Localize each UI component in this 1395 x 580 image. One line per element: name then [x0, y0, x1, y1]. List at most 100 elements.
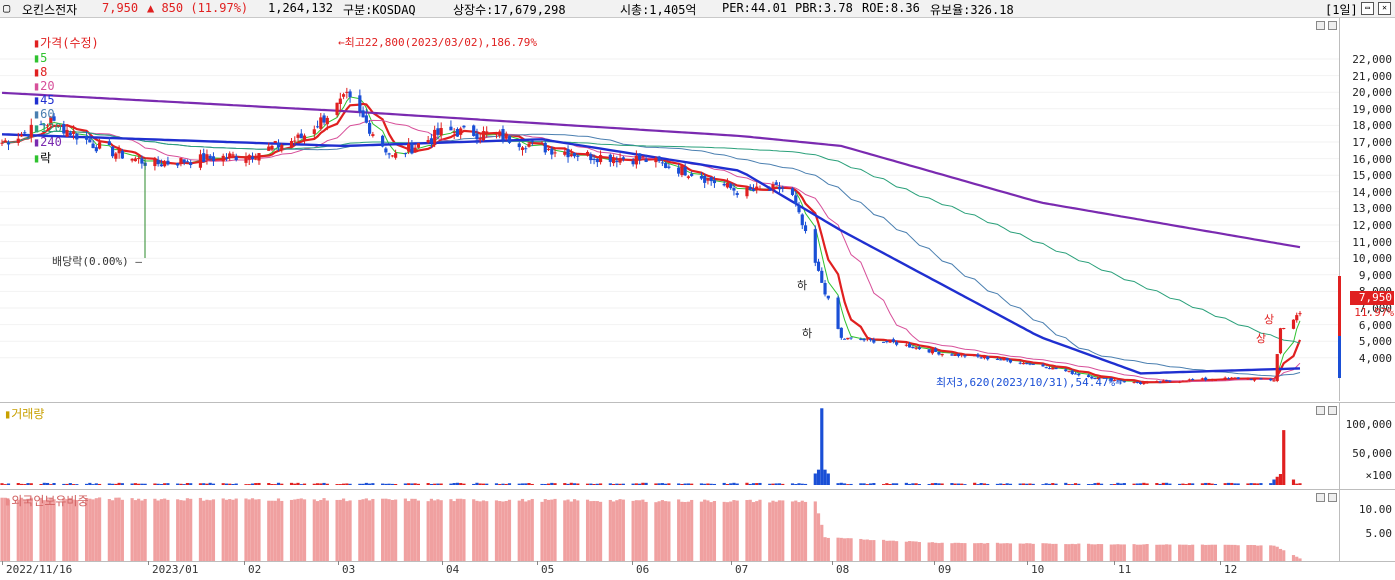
foreign-ownership-bar — [1044, 543, 1048, 561]
candle-body — [550, 148, 554, 155]
candle-body — [1018, 362, 1022, 364]
foreign-ownership-bar — [494, 500, 499, 561]
candle-body — [1291, 319, 1296, 329]
candle-body — [494, 133, 499, 135]
volume-bar — [960, 483, 964, 485]
foreign-ownership-bar — [550, 499, 554, 561]
foreign-ownership-bar — [1184, 544, 1188, 561]
candle-body — [748, 186, 752, 190]
ma45-line — [1, 133, 1301, 375]
candle-body — [904, 344, 908, 346]
volume-bar — [234, 483, 238, 485]
volume-bar — [507, 483, 512, 485]
foreign-ownership-bar — [1272, 545, 1276, 561]
volume-bar — [524, 483, 528, 485]
candle-body — [1252, 378, 1257, 381]
foreign-legend-marker: ▮ — [4, 494, 12, 508]
volume-bar — [166, 483, 170, 485]
candle-body — [1168, 380, 1172, 382]
volume-chart-canvas — [0, 408, 1302, 485]
foreign-ownership-bar — [872, 540, 876, 561]
limit-down-marker-2: 하 — [802, 327, 813, 340]
volume-bar — [755, 483, 759, 485]
volume-bar — [1256, 483, 1260, 485]
candle-body — [98, 142, 102, 149]
candle-body — [16, 138, 20, 143]
foreign-ownership-bar — [1259, 545, 1263, 561]
price-change: ▲ 850 (11.97%) — [147, 1, 249, 15]
volume-bar — [999, 483, 1003, 485]
volume-bar — [982, 483, 987, 485]
close-icon[interactable]: ✕ — [1378, 2, 1391, 15]
date-label: 09 — [938, 563, 952, 576]
candle-body — [527, 143, 531, 147]
foreign-ownership-bar — [699, 501, 704, 561]
volume-chart-pane[interactable]: ▮거래량 — [0, 402, 1339, 489]
restore-icon[interactable]: ▭ — [1361, 2, 1374, 15]
candle-body — [1178, 381, 1182, 383]
foreign-ownership-bar — [107, 499, 111, 561]
foreign-ownership-bar — [1278, 548, 1283, 561]
foreign-ownership-bar — [1269, 545, 1273, 561]
foreign-ownership-bar — [615, 500, 619, 561]
candle-body — [1021, 362, 1026, 365]
foreign-ownership-bar — [84, 498, 89, 561]
volume-bar — [1112, 484, 1117, 485]
foreign-label: 외국인보유비중 — [11, 494, 89, 508]
volume-bar — [904, 482, 908, 485]
price-axis-tick: 10,000 — [1352, 252, 1392, 266]
volume-bar — [1204, 482, 1208, 485]
volume-bar — [436, 483, 440, 485]
candle-body — [198, 154, 203, 168]
foreign-pane-close-icon[interactable] — [1328, 493, 1337, 502]
candle-body — [794, 195, 798, 204]
candle-body — [449, 126, 453, 131]
period-selector[interactable]: [1일] — [1325, 3, 1358, 17]
candle-body — [677, 167, 681, 174]
foreign-ownership-bar — [973, 543, 977, 561]
stock-name[interactable]: 오킨스전자 — [22, 3, 78, 17]
foreign-ownership-bar — [543, 499, 547, 561]
foreign-ownership-bar — [686, 501, 690, 561]
current-price: 7,950 — [102, 1, 139, 15]
foreign-ownership-bar — [1191, 544, 1195, 561]
volume-bar — [153, 483, 157, 485]
foreign-ownership-bar — [530, 498, 534, 561]
foreign-ownership-pane[interactable]: ▮외국인보유비중 — [0, 489, 1339, 562]
price-chart-pane[interactable]: ▮가격(수정) ▮5 ▮8 ▮20 ▮45 ▮60 ▮120 ▮240 ▮락 ←… — [0, 18, 1339, 401]
volume-bar — [1086, 484, 1091, 485]
price-axis-tick: 11,000 — [1352, 235, 1392, 249]
volume-pane-close-icon[interactable] — [1328, 406, 1337, 415]
candle-body — [459, 128, 463, 135]
volume-bar — [956, 483, 961, 485]
volume-bar — [725, 483, 730, 485]
candle-body — [130, 158, 134, 161]
pane-minimize-icon[interactable] — [1316, 21, 1325, 30]
volume-bar — [368, 483, 372, 485]
ma20-line — [1, 119, 1301, 382]
foreign-pane-minimize-icon[interactable] — [1316, 493, 1325, 502]
volume-bar — [1213, 483, 1218, 485]
candle-body — [908, 343, 912, 348]
candle-body — [530, 140, 534, 142]
pane-close-icon[interactable] — [1328, 21, 1337, 30]
foreign-ownership-bar — [1298, 558, 1302, 561]
candle-body — [1165, 380, 1169, 382]
candle-body — [293, 140, 297, 142]
candle-body — [846, 337, 850, 340]
volume-bar — [322, 482, 326, 485]
foreign-ownership-bar — [455, 498, 460, 561]
volume-pane-minimize-icon[interactable] — [1316, 406, 1325, 415]
foreign-ownership-bar — [1090, 544, 1094, 561]
volume-bar — [1168, 483, 1172, 485]
dividend-annotation-text: 배당락(0.00%) — [52, 255, 129, 268]
legend-ex-marker: ▮ — [32, 151, 41, 165]
candle-body — [634, 155, 638, 165]
volume-bar — [657, 483, 661, 485]
volume-bar — [976, 484, 980, 485]
candle-body — [1226, 378, 1231, 380]
foreign-ownership-bar — [1187, 545, 1191, 561]
volume-bar — [699, 483, 704, 485]
foreign-ownership-bar — [1275, 546, 1279, 561]
volume-bar — [1119, 483, 1123, 485]
